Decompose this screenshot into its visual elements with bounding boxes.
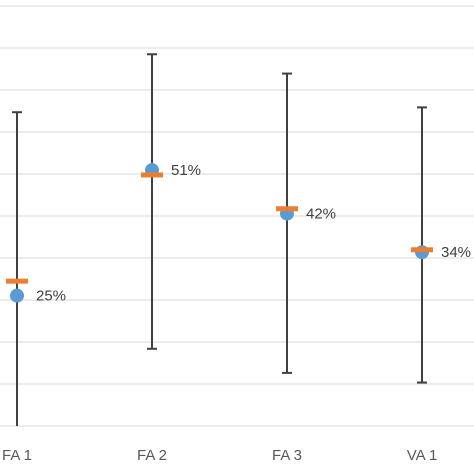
data-label-1: 51% [171, 162, 201, 179]
marks [6, 163, 433, 303]
marker-dash-1 [141, 172, 163, 178]
x-tick-label-2: FA 3 [272, 447, 302, 464]
marker-dash-0 [6, 278, 28, 284]
marker-dash-2 [276, 206, 298, 212]
x-tick-label-3: VA 1 [407, 447, 438, 464]
data-point-0 [10, 288, 24, 303]
error-bars [12, 53, 427, 426]
labels: 25% FA 1 51% FA 2 42% FA 3 34% VA 1 [2, 162, 471, 464]
data-label-3: 34% [441, 244, 471, 261]
data-label-2: 42% [306, 206, 336, 223]
marker-dash-3 [411, 247, 433, 253]
x-tick-label-1: FA 2 [137, 447, 167, 464]
data-label-0: 25% [36, 288, 66, 305]
gridlines [0, 5, 474, 427]
x-tick-label-0: FA 1 [2, 447, 32, 464]
